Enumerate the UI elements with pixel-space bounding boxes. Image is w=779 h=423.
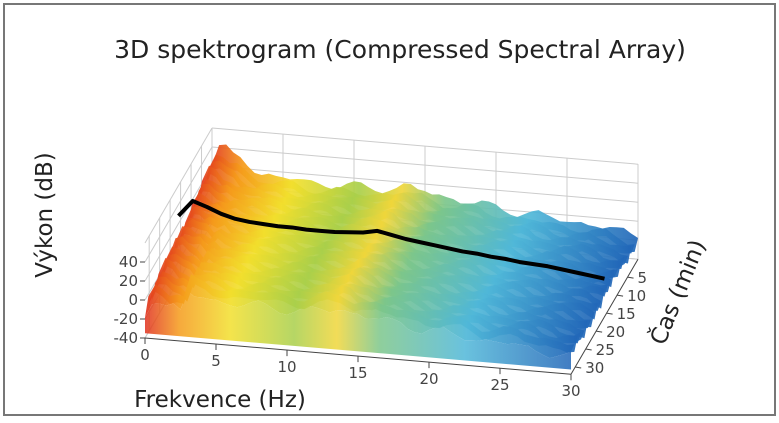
y-tick-label: 30 — [585, 359, 604, 377]
x-tick-label: 20 — [419, 370, 438, 388]
z-tick-label: -20 — [114, 310, 139, 328]
x-tick-label: 15 — [348, 364, 367, 382]
chart-title: 3D spektrogram (Compressed Spectral Arra… — [114, 35, 686, 64]
x-axis-label: Frekvence (Hz) — [134, 387, 306, 413]
grid-line — [211, 146, 639, 184]
x-tick-label: 5 — [211, 352, 221, 370]
z-tick-label: -40 — [114, 329, 139, 347]
y-tick-label: 25 — [596, 341, 615, 359]
z-tick-label: 40 — [119, 253, 138, 271]
surface-strip — [158, 253, 588, 339]
grid-line — [144, 146, 213, 263]
surface-strip — [168, 234, 598, 320]
x-tick-label: 30 — [561, 382, 580, 400]
x-tick-label: 0 — [140, 346, 150, 364]
y-tick — [627, 276, 634, 279]
z-tick-label: 20 — [119, 272, 138, 290]
surface-strip — [145, 274, 575, 359]
y-tick-label: 5 — [638, 269, 648, 287]
z-tick-label: 0 — [128, 291, 138, 309]
grid-line — [211, 165, 639, 203]
y-tick-label: 10 — [627, 287, 646, 305]
y-tick — [585, 348, 592, 351]
y-tick-label: 15 — [617, 305, 636, 323]
y-tick — [575, 366, 582, 369]
surface-front — [145, 291, 571, 370]
surface-strip — [155, 257, 585, 344]
surface-strip — [175, 219, 605, 309]
x-tick-label: 25 — [490, 376, 509, 394]
y-tick-label: 20 — [606, 323, 625, 341]
box-edge — [144, 127, 213, 244]
spectrum-line — [177, 198, 605, 281]
surface-strip — [165, 236, 595, 328]
grid-line — [144, 165, 213, 282]
z-axis-label: Výkon (dB) — [32, 152, 58, 278]
y-tick — [596, 330, 603, 333]
y-tick — [606, 312, 613, 315]
x-tick-label: 10 — [277, 358, 296, 376]
y-axis — [570, 258, 639, 375]
y-tick — [616, 294, 624, 297]
